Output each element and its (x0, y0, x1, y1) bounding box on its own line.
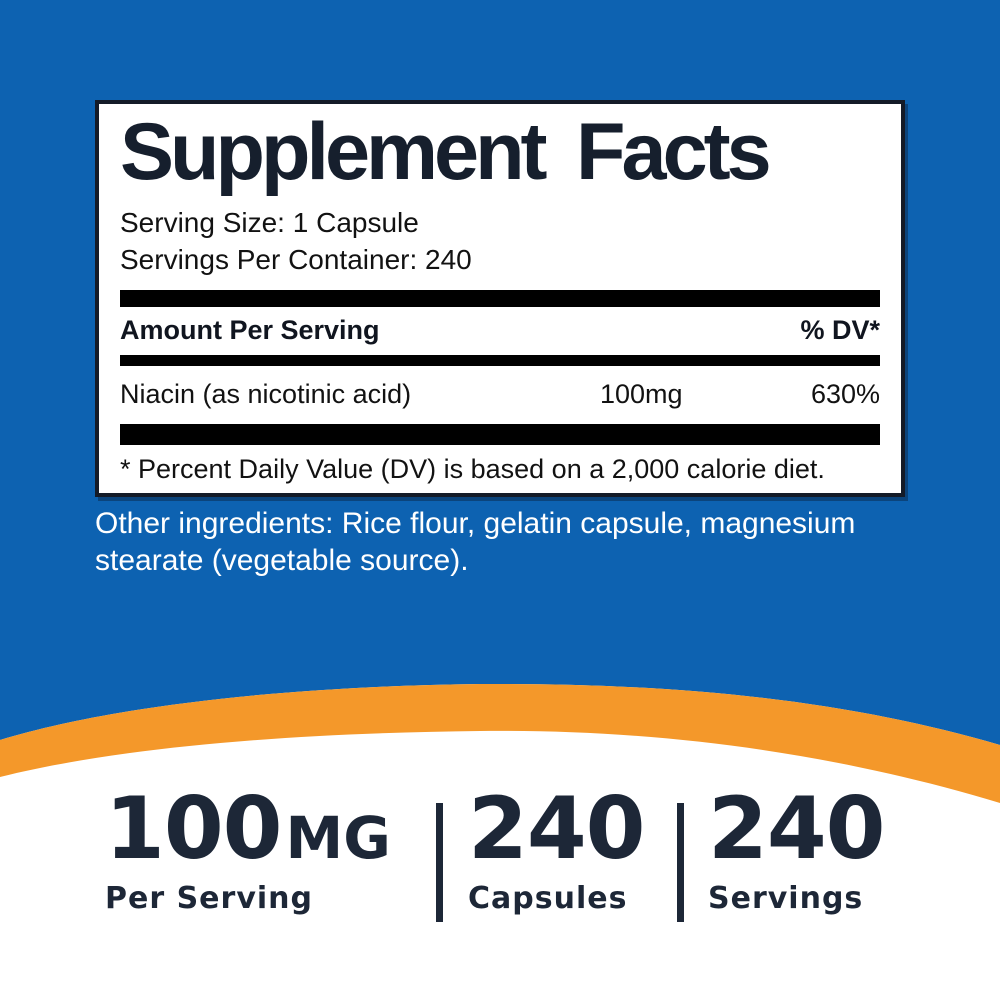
nutrient-name: Niacin (as nicotinic acid) (120, 379, 412, 410)
amount-per-serving-header: Amount Per Serving (120, 315, 380, 346)
separator-bar-thick (120, 424, 880, 446)
stat-per-serving: 100 MG Per Serving (105, 780, 391, 916)
serving-info: Serving Size: 1 Capsule Servings Per Con… (120, 205, 880, 278)
orange-wave-shape (0, 683, 1000, 803)
separator-bar-thin (120, 355, 880, 367)
percent-dv-header: % DV* (800, 315, 880, 346)
nutrient-row: Niacin (as nicotinic acid) 100mg 630% (120, 366, 880, 424)
stat-servings: 240 Servings (708, 780, 889, 916)
separator-bar-thick (120, 290, 880, 308)
dv-footnote: * Percent Daily Value (DV) is based on a… (120, 454, 825, 485)
stat-divider (436, 803, 443, 922)
nutrient-amount: 100mg (600, 379, 683, 410)
stat-value: 100 (105, 779, 283, 879)
supplement-facts-panel: Supplement Facts Serving Size: 1 Capsule… (95, 100, 905, 497)
stat-divider (677, 803, 684, 922)
table-header-row: Amount Per Serving % DV* (120, 307, 880, 355)
stat-value: 240 (468, 779, 646, 879)
stat-label: Capsules (468, 880, 628, 916)
serving-size-text: Serving Size: 1 Capsule (120, 207, 419, 238)
stat-unit: MG (285, 804, 391, 872)
stats-strip: 100 MG Per Serving 240 Capsules 240 Serv… (0, 780, 1000, 940)
servings-per-container-text: Servings Per Container: 240 (120, 243, 472, 275)
panel-title: Supplement Facts (120, 107, 772, 197)
other-ingredients-text: Other ingredients: Rice flour, gelatin c… (95, 507, 856, 577)
stat-label: Servings (708, 880, 864, 916)
stat-value-row: 240 (708, 780, 889, 879)
stat-value: 240 (708, 779, 886, 879)
stat-value-row: 240 (468, 780, 649, 879)
nutrient-dv-value: 630% (810, 379, 880, 410)
stat-label: Per Serving (105, 880, 313, 916)
stat-capsules: 240 Capsules (468, 780, 649, 916)
stat-value-row: 100 MG (105, 780, 391, 879)
